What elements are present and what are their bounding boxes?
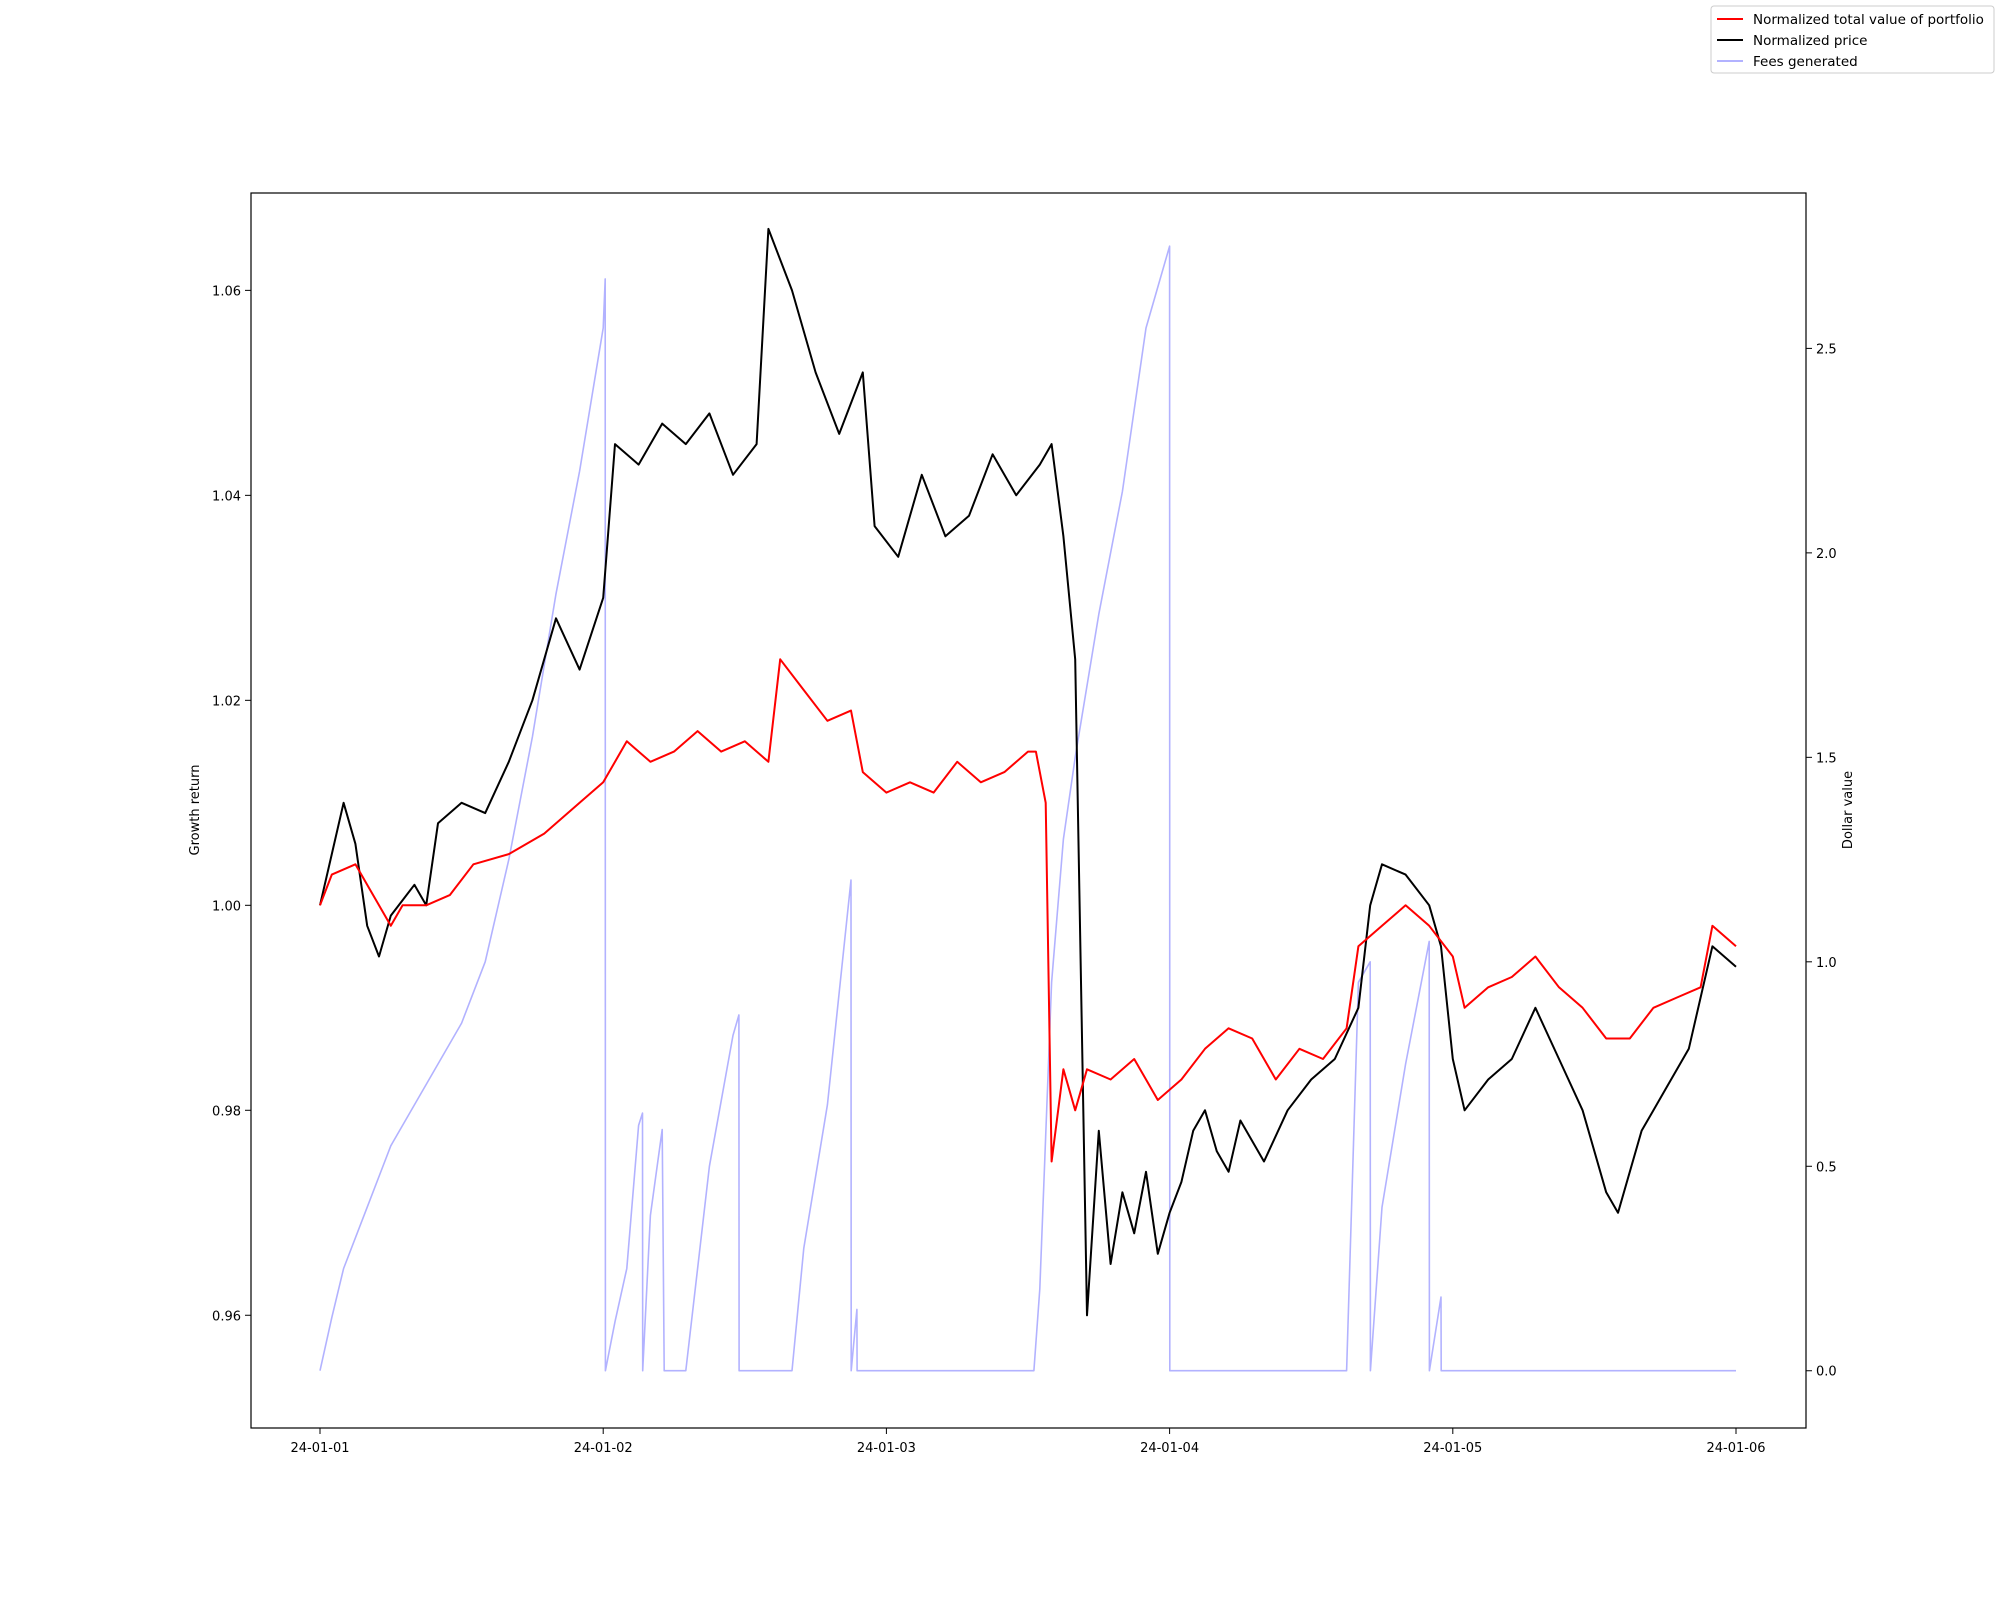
legend-label: Normalized price [1753,33,1867,49]
series-line-2 [319,245,1736,1372]
legend-label: Fees generated [1753,54,1858,70]
y2-tick-label: 0.0 [1816,1365,1837,1380]
x-axis: 24-01-01 24-01-02 24-01-03 24-01-04 24-01-05… [290,1428,1766,1456]
x-tick-label: 24-01-01 [290,1441,349,1456]
y-tick-label: 1.06 [212,284,241,299]
legend-label: Normalized total value of portfolio [1753,12,1984,28]
y-axis-right: 0.0 0.5 1.0 1.5 2.0 2.5 [1806,342,1837,1380]
x-tick-label: 24-01-03 [857,1441,916,1456]
series-layer [319,227,1737,1372]
y-tick-label: 0.98 [212,1104,241,1119]
x-tick-label: 24-01-04 [1140,1441,1199,1456]
plot-frame [250,192,1807,1429]
x-tick-label: 24-01-06 [1706,1441,1765,1456]
y-tick-label: 1.02 [212,694,241,709]
x-tick-label: 24-01-02 [574,1441,633,1456]
y2-tick-label: 2.5 [1816,342,1837,357]
x-tick-label: 24-01-05 [1423,1441,1482,1456]
y2-tick-label: 1.5 [1816,751,1837,766]
y-tick-label: 0.96 [212,1309,241,1324]
legend: Normalized total value of portfolio Norma… [1710,5,1995,74]
y2-tick-label: 1.0 [1816,956,1837,971]
y2-tick-label: 2.0 [1816,547,1837,562]
y2-axis-label: Dollar value [1841,771,1856,849]
y2-tick-label: 0.5 [1816,1160,1837,1175]
y-tick-label: 1.00 [212,899,241,914]
legend-box [1710,5,1995,74]
y-axis-label: Growth return [188,765,203,856]
series-line-1 [319,227,1737,1317]
y-tick-label: 1.04 [212,489,241,504]
series-line-0 [319,658,1737,1163]
y-axis-left: 0.96 0.98 1.00 1.02 1.04 1.06 [212,284,251,1324]
